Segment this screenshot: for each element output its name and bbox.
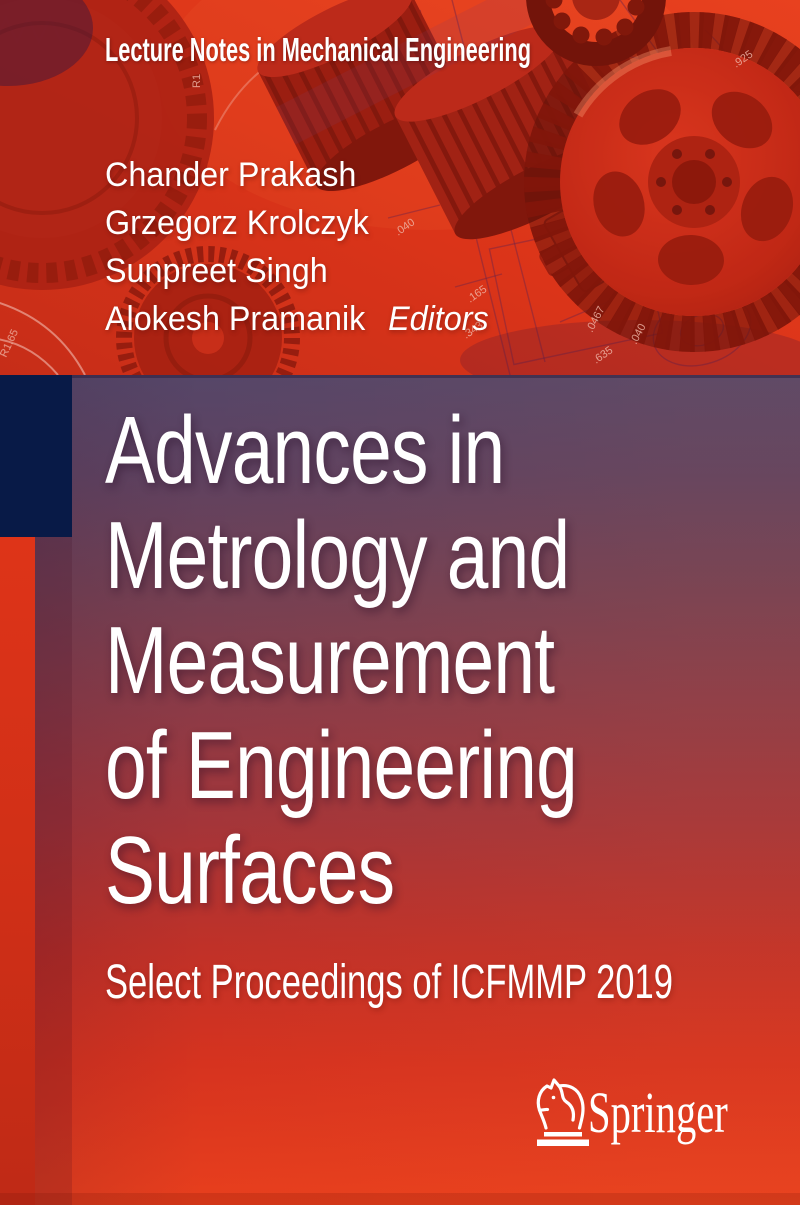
dimension-annotation: R1: [191, 74, 203, 88]
editor-name-with-role: Alokesh Pramanik Editors: [105, 295, 489, 343]
editor-name: Chander Prakash: [105, 156, 357, 194]
editor-name: Grzegorz Krolczyk: [105, 204, 369, 242]
book-title: Advances in Metrology and Measurement of…: [105, 397, 578, 924]
book-subtitle: Select Proceedings of ICFMMP 2019: [105, 956, 673, 1009]
ball-bearing-icon: [526, 0, 666, 66]
bottom-shade: [0, 1193, 800, 1205]
red-duotone-veil: [0, 0, 800, 375]
book-title-line: Surfaces: [105, 817, 395, 924]
spine-shadow-column: [35, 537, 72, 1205]
helical-gear-icon: [460, 12, 800, 375]
series-title: Lecture Notes in Mechanical Engineering: [105, 31, 532, 68]
book-title-line: of Engineering: [105, 712, 578, 819]
editor-name: Sunpreet Singh: [105, 252, 328, 290]
spine-red-strip: [0, 537, 35, 1205]
publisher-name: Springer: [588, 1080, 728, 1145]
book-title-line: Measurement: [105, 607, 555, 714]
title-gradient-panel: [35, 375, 800, 1205]
editors-role-label: Editors: [388, 300, 489, 338]
large-gear-disc-icon: [0, 0, 214, 290]
book-title-line: Advances in: [105, 397, 505, 504]
springer-horse-icon: [536, 1078, 589, 1146]
panel-top-edge: [35, 375, 800, 378]
book-title-line: Metrology and: [105, 502, 570, 609]
editors-block: Chander Prakash Grzegorz Krolczyk Sunpre…: [105, 151, 489, 343]
navy-accent-block: [0, 375, 72, 537]
gear-photo-background: .925 .040 .165 .343 .0467 .040 .635 R1.6…: [0, 0, 800, 375]
gear-photo-illustration: .925 .040 .165 .343 .0467 .040 .635 R1.6…: [0, 0, 800, 375]
small-gear-icon: [116, 246, 300, 375]
editor-name: Alokesh Pramanik: [105, 300, 366, 338]
